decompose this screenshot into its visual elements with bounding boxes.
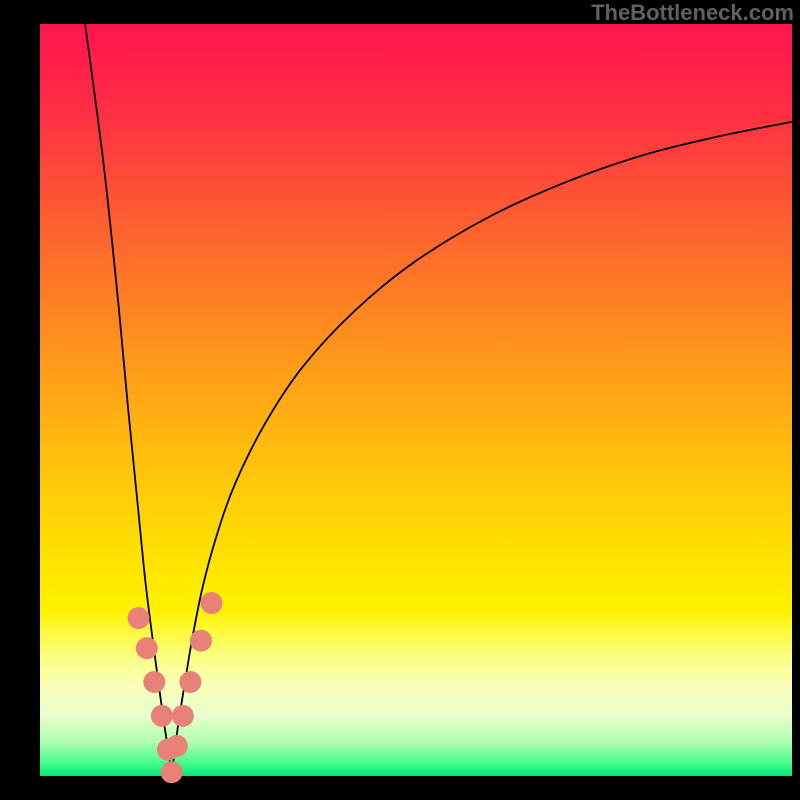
data-marker — [143, 671, 165, 693]
chart-overlay — [0, 0, 800, 800]
data-marker — [190, 630, 212, 652]
data-marker — [179, 671, 201, 693]
data-marker — [166, 735, 188, 757]
data-marker — [161, 761, 183, 783]
data-markers — [128, 592, 223, 783]
data-marker — [151, 705, 173, 727]
data-marker — [136, 637, 158, 659]
chart-canvas: TheBottleneck.com — [0, 0, 800, 800]
watermark-text: TheBottleneck.com — [591, 0, 794, 26]
bottleneck-curve — [85, 24, 792, 776]
data-marker — [128, 607, 150, 629]
data-marker — [172, 705, 194, 727]
data-marker — [200, 592, 222, 614]
